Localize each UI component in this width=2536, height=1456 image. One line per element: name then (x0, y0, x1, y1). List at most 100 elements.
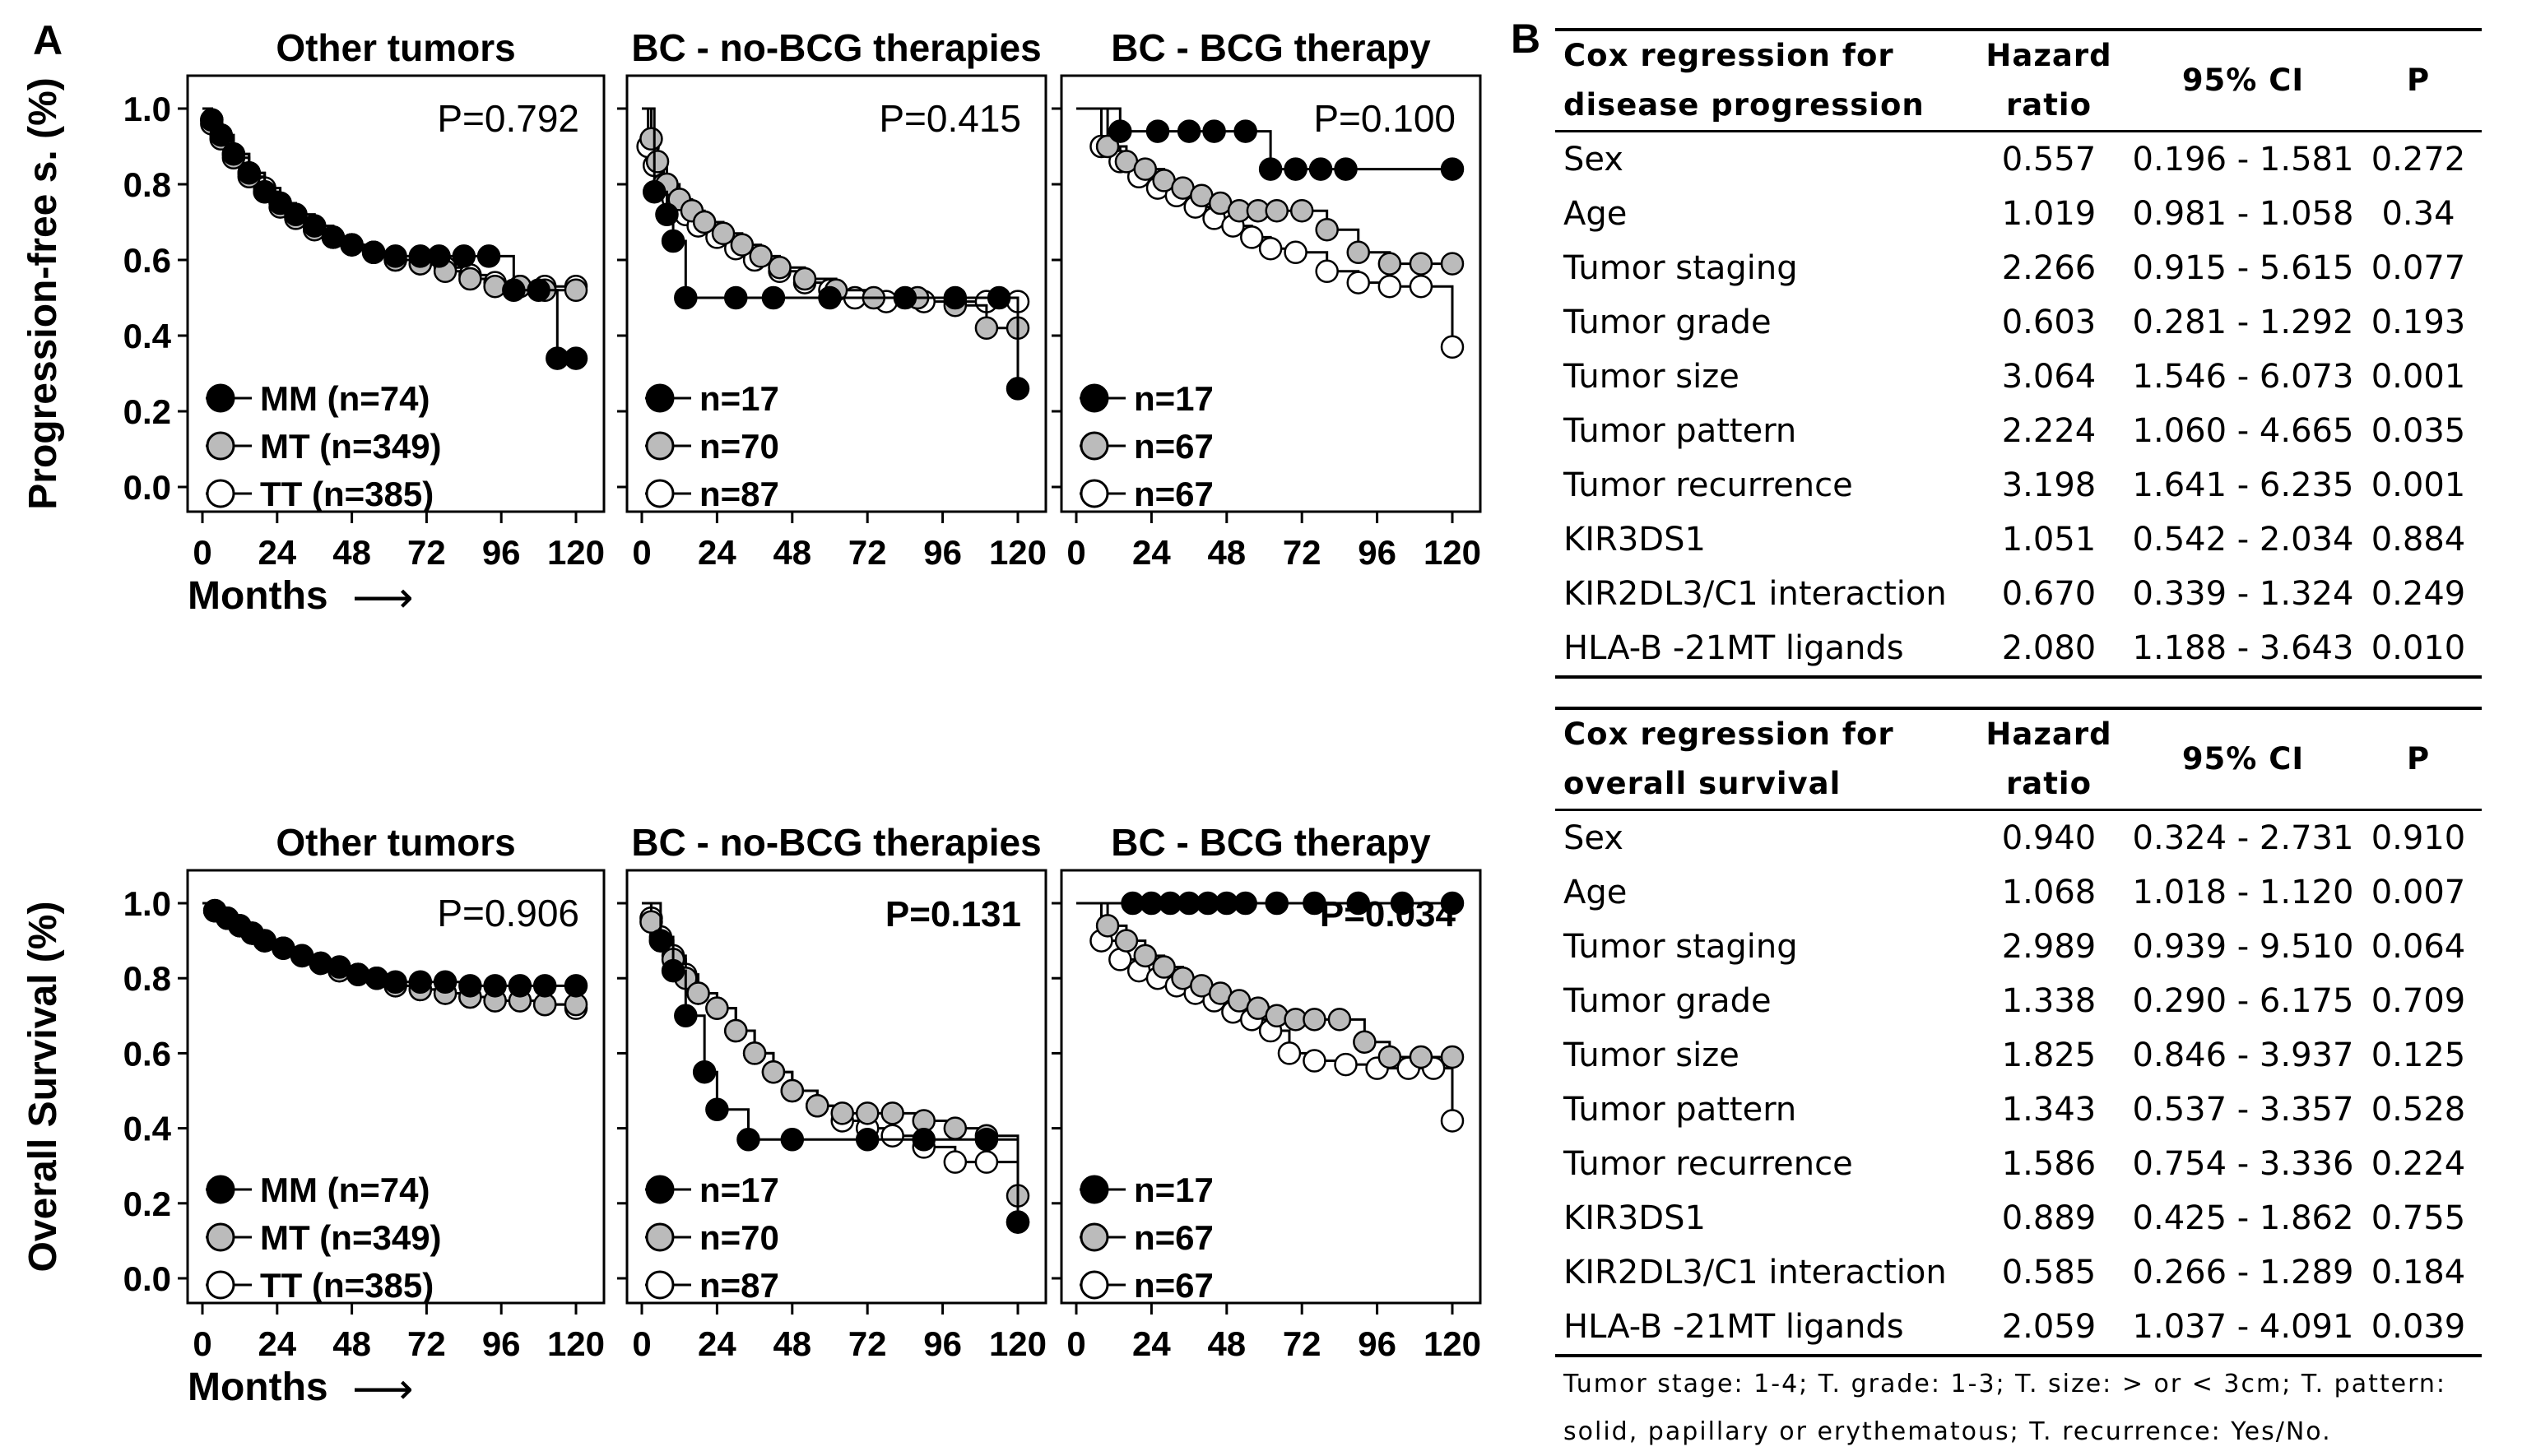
data-point-mm (1177, 119, 1201, 143)
cox-table-progression: Cox regression for disease progression Ha… (1555, 28, 2482, 679)
table-row: Sex 0.940 0.324 - 2.731 0.910 (1555, 810, 2482, 866)
km-survival-figure: Other tumors P=0.792 0.0 0.2 0.4 0.6 0.8 1.0 0 24… (21, 26, 1482, 1414)
row-p-value: 0.910 (2371, 819, 2466, 857)
data-point-mt (1353, 1030, 1377, 1054)
data-point-mt (1377, 1045, 1402, 1069)
x-tick-label: 96 (482, 1324, 521, 1363)
table-row: Tumor staging 2.266 0.915 - 5.615 0.077 (1555, 241, 2482, 295)
row-variable: Tumor recurrence (1563, 466, 1853, 504)
data-point-mm (427, 244, 451, 268)
x-tick-label: 0 (1066, 1324, 1085, 1363)
header-title-line2: disease progression (1563, 87, 1925, 123)
data-point-tt (1409, 274, 1433, 299)
row-ci: 0.339 - 1.324 (2132, 575, 2354, 613)
x-tick-label: 72 (848, 533, 887, 572)
y-tick-label: 0.4 (123, 1110, 172, 1148)
data-point-mt (1265, 198, 1289, 223)
row-p-value: 0.249 (2371, 575, 2466, 613)
data-point-mm (1145, 119, 1170, 143)
row-ci: 1.018 - 1.120 (2132, 874, 2354, 911)
row-p-value: 0.184 (2371, 1254, 2466, 1291)
header-hazard-ratio: Hazard ratio (1967, 708, 2131, 810)
data-point-mm (736, 1128, 760, 1152)
data-point-tt (943, 1150, 968, 1174)
x-tick-label: 120 (989, 533, 1047, 572)
legend-label: MM (n=74) (260, 379, 430, 418)
data-point-mt (639, 910, 663, 934)
plot-frame (625, 869, 1047, 1305)
row-p-value: 0.193 (2371, 304, 2466, 341)
legend-marker-mm (206, 1175, 235, 1204)
data-point-mm (527, 278, 550, 303)
header-title-line2: overall survival (1563, 766, 1842, 801)
chart-title: BC - no-BCG therapies (631, 821, 1041, 864)
data-point-mt (730, 233, 755, 257)
y-tick-label: 0.2 (123, 392, 171, 431)
row-hazard-ratio: 3.064 (2001, 358, 2097, 396)
x-axis-label: Months (188, 1366, 328, 1409)
data-point-mm (1390, 891, 1414, 916)
data-point-mt (458, 267, 482, 291)
row-variable: Sex (1563, 819, 1623, 857)
table-row: KIR2DL3/C1 interaction 0.585 0.266 - 1.289… (1555, 1245, 2482, 1300)
x-tick-label: 120 (547, 533, 605, 572)
x-tick-label: 0 (1066, 533, 1085, 572)
legend-label: n=17 (699, 1171, 779, 1209)
legend-label: MT (n=349) (260, 1218, 442, 1257)
row-variable: KIR3DS1 (1563, 521, 1706, 559)
x-axis-arrow: ⟶ (352, 573, 414, 623)
x-tick-label: 48 (332, 533, 371, 572)
data-point-mm (912, 1128, 936, 1152)
data-point-mm (532, 974, 557, 998)
data-point-mm (383, 244, 407, 268)
data-point-mt (806, 1093, 829, 1118)
row-variable: HLA-B -21MT ligands (1563, 1308, 1904, 1346)
row-hazard-ratio: 2.266 (2001, 249, 2097, 287)
table-row: Tumor recurrence 3.198 1.641 - 6.235 0.001 (1555, 458, 2482, 512)
legend-marker-tt (206, 479, 235, 508)
header-hr-line2: ratio (2005, 87, 2092, 123)
row-ci: 0.754 - 3.336 (2132, 1145, 2354, 1183)
plot-frame (186, 869, 606, 1305)
legend-marker-tt (206, 1270, 235, 1300)
data-point-mt (711, 221, 736, 246)
chart-title: Other tumors (276, 821, 515, 864)
data-point-mt (1409, 1045, 1433, 1069)
table-row: HLA-B -21MT ligands 2.080 1.188 - 3.643 0.0… (1555, 621, 2482, 677)
table-row: Tumor recurrence 1.586 0.754 - 3.336 0.224 (1555, 1137, 2482, 1191)
row-hazard-ratio: 0.889 (2001, 1199, 2097, 1237)
data-point-mm (1108, 119, 1132, 143)
data-point-mt (742, 1041, 767, 1065)
data-point-mt (564, 278, 588, 303)
data-point-mm (655, 202, 679, 227)
data-point-mm (661, 958, 685, 983)
row-p-value: 0.125 (2371, 1036, 2466, 1074)
row-ci: 1.037 - 4.091 (2132, 1308, 2354, 1346)
data-point-mt (880, 1101, 904, 1125)
legend-label: n=17 (1134, 379, 1214, 418)
x-tick-label: 48 (1207, 1324, 1246, 1363)
data-point-mm (564, 346, 588, 370)
row-variable: Tumor size (1563, 1036, 1739, 1074)
data-point-mm (1440, 891, 1465, 916)
row-ci: 0.915 - 5.615 (2132, 249, 2354, 287)
data-point-mt (780, 1078, 805, 1103)
row-ci: 1.641 - 6.235 (2132, 466, 2354, 504)
data-point-mm (780, 1128, 805, 1152)
x-tick-label: 120 (1424, 533, 1481, 572)
legend-label: n=70 (699, 427, 779, 466)
table-header: Cox regression for disease progression Ha… (1555, 30, 2482, 132)
data-point-mt (1133, 944, 1158, 968)
legend-marker-mm (206, 383, 235, 413)
data-point-mm (705, 1097, 729, 1122)
row-ci: 0.425 - 1.862 (2132, 1199, 2354, 1237)
row-variable: KIR3DS1 (1563, 1199, 1706, 1237)
data-point-mt (749, 244, 773, 268)
data-point-mm (943, 285, 968, 310)
table-row: Tumor grade 1.338 0.290 - 6.175 0.709 (1555, 974, 2482, 1028)
p-value: P=0.100 (1313, 97, 1456, 140)
row-hazard-ratio: 1.586 (2001, 1145, 2097, 1183)
table-row: Tumor pattern 2.224 1.060 - 4.665 0.035 (1555, 404, 2482, 458)
data-point-mm (1346, 891, 1370, 916)
data-point-tt (1440, 1109, 1465, 1133)
